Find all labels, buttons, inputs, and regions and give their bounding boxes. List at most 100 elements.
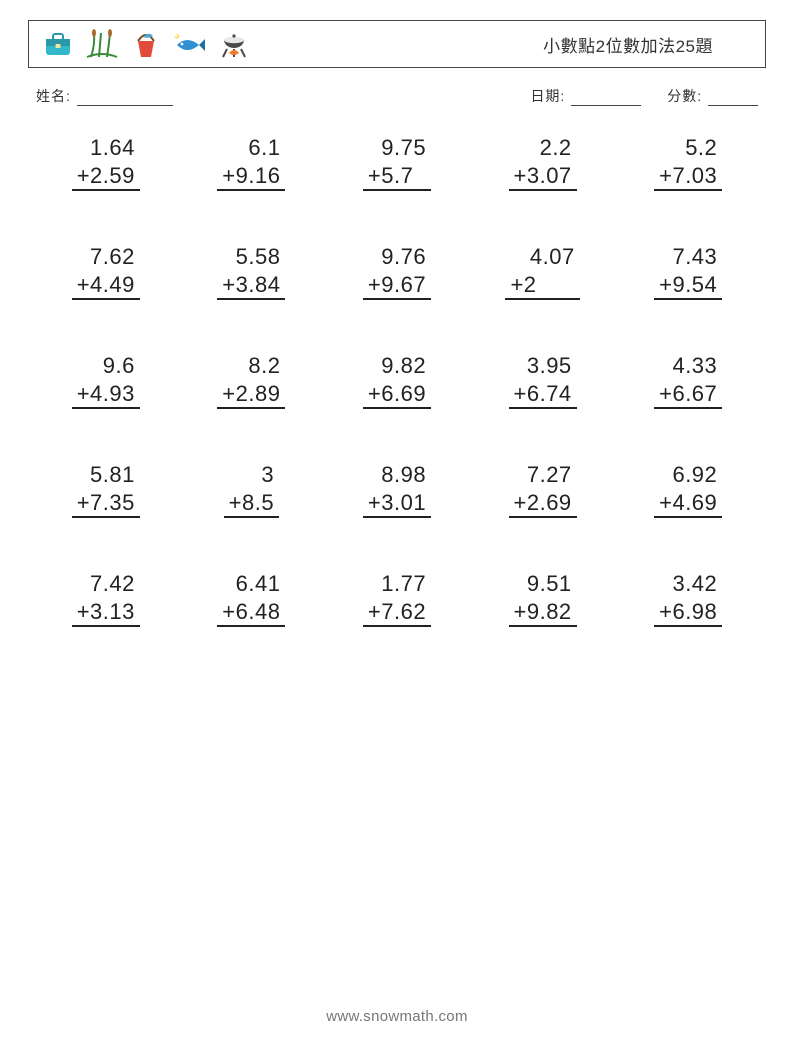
addend-top: 2.2	[509, 134, 577, 162]
problem-cell: 4.33+6.67	[620, 352, 756, 409]
addend-bottom: +6.74	[509, 380, 577, 410]
addend-top: 1.77	[363, 570, 431, 598]
problem-cell: 1.64+2.59	[38, 134, 174, 191]
addend-top: 5.81	[72, 461, 140, 489]
addend-top: 3.42	[654, 570, 722, 598]
addend-top: 7.42	[72, 570, 140, 598]
addend-bottom: +3.01	[363, 489, 431, 519]
addend-top: 9.51	[509, 570, 577, 598]
addend-top: 7.62	[72, 243, 140, 271]
problem-stack: 8.2+2.89	[217, 352, 285, 409]
name-label: 姓名:	[36, 88, 71, 104]
addend-bottom: +3.84	[217, 271, 285, 301]
problem-stack: 9.6+4.93	[72, 352, 140, 409]
problem-stack: 9.75+5.7	[363, 134, 431, 191]
problem-stack: 7.43+9.54	[654, 243, 722, 300]
addend-bottom: +2.89	[217, 380, 285, 410]
problem-cell: 6.41+6.48	[184, 570, 320, 627]
problem-cell: 9.82+6.69	[329, 352, 465, 409]
problem-cell: 7.42+3.13	[38, 570, 174, 627]
addend-top: 9.82	[363, 352, 431, 380]
addend-bottom: +4.49	[72, 271, 140, 301]
meta-row: 姓名: 日期: 分數:	[28, 82, 766, 134]
addend-bottom: +6.98	[654, 598, 722, 628]
addend-top: 8.2	[217, 352, 285, 380]
problem-stack: 9.51+9.82	[509, 570, 577, 627]
score-label: 分數:	[667, 88, 702, 104]
problem-stack: 6.41+6.48	[217, 570, 285, 627]
problem-stack: 6.1+9.16	[217, 134, 285, 191]
meta-date: 日期:	[530, 86, 641, 106]
date-blank[interactable]	[571, 92, 641, 106]
addend-top: 9.76	[363, 243, 431, 271]
addend-bottom: +2.69	[509, 489, 577, 519]
problem-cell: 9.76+9.67	[329, 243, 465, 300]
worksheet-page: 小數點2位數加法25題 姓名: 日期: 分數: 1.64+2.59 6.1+9.1…	[0, 0, 794, 627]
addend-bottom: +7.03	[654, 162, 722, 192]
addend-bottom: +2.59	[72, 162, 140, 192]
addend-bottom: +5.7	[363, 162, 431, 192]
name-blank[interactable]	[77, 92, 173, 106]
problem-cell: 5.81+7.35	[38, 461, 174, 518]
problem-cell: 4.07+2	[475, 243, 611, 300]
addend-bottom: +3.07	[509, 162, 577, 192]
problem-stack: 5.58+3.84	[217, 243, 285, 300]
header-box: 小數點2位數加法25題	[28, 20, 766, 68]
addend-top: 3	[224, 461, 279, 489]
icon-strip	[41, 27, 251, 61]
problem-cell: 9.75+5.7	[329, 134, 465, 191]
problem-cell: 8.2+2.89	[184, 352, 320, 409]
problem-stack: 6.92+4.69	[654, 461, 722, 518]
addend-top: 5.2	[654, 134, 722, 162]
problem-stack: 2.2+3.07	[509, 134, 577, 191]
problem-stack: 1.77+7.62	[363, 570, 431, 627]
addend-bottom: +4.93	[72, 380, 140, 410]
date-label: 日期:	[530, 88, 565, 104]
addend-top: 1.64	[72, 134, 140, 162]
addend-bottom: +9.82	[509, 598, 577, 628]
problem-stack: 3+8.5	[224, 461, 279, 518]
problem-cell: 3.42+6.98	[620, 570, 756, 627]
addend-bottom: +9.54	[654, 271, 722, 301]
addend-top: 7.27	[509, 461, 577, 489]
problem-cell: 6.92+4.69	[620, 461, 756, 518]
fish-icon	[173, 27, 207, 61]
meta-name: 姓名:	[36, 86, 530, 106]
addend-bottom: +6.67	[654, 380, 722, 410]
problem-cell: 7.43+9.54	[620, 243, 756, 300]
problem-stack: 7.42+3.13	[72, 570, 140, 627]
problem-cell: 7.62+4.49	[38, 243, 174, 300]
problem-stack: 4.33+6.67	[654, 352, 722, 409]
problem-stack: 1.64+2.59	[72, 134, 140, 191]
problem-cell: 8.98+3.01	[329, 461, 465, 518]
addend-top: 5.58	[217, 243, 285, 271]
problem-stack: 9.82+6.69	[363, 352, 431, 409]
worksheet-title: 小數點2位數加法25題	[251, 32, 753, 57]
addend-top: 6.1	[217, 134, 285, 162]
problem-cell: 5.2+7.03	[620, 134, 756, 191]
problems-grid: 1.64+2.596.1+9.169.75+5.7 2.2+3.075.2+7.…	[28, 134, 766, 627]
problem-cell: 3+8.5	[184, 461, 320, 518]
problem-cell: 6.1+9.16	[184, 134, 320, 191]
problem-cell: 5.58+3.84	[184, 243, 320, 300]
problem-stack: 3.95+6.74	[509, 352, 577, 409]
problem-cell: 2.2+3.07	[475, 134, 611, 191]
cookpot-icon	[217, 27, 251, 61]
addend-top: 6.92	[654, 461, 722, 489]
addend-top: 6.41	[217, 570, 285, 598]
addend-bottom: +6.69	[363, 380, 431, 410]
problem-cell: 7.27+2.69	[475, 461, 611, 518]
addend-top: 3.95	[509, 352, 577, 380]
addend-bottom: +4.69	[654, 489, 722, 519]
problem-stack: 7.27+2.69	[509, 461, 577, 518]
addend-bottom: +8.5	[224, 489, 279, 519]
problem-stack: 9.76+9.67	[363, 243, 431, 300]
footer-url: www.snowmath.com	[0, 1008, 794, 1025]
score-blank[interactable]	[708, 92, 758, 106]
addend-top: 9.6	[72, 352, 140, 380]
addend-top: 9.75	[363, 134, 431, 162]
addend-top: 7.43	[654, 243, 722, 271]
addend-bottom: +2	[505, 271, 579, 301]
problem-stack: 5.81+7.35	[72, 461, 140, 518]
addend-bottom: +7.35	[72, 489, 140, 519]
